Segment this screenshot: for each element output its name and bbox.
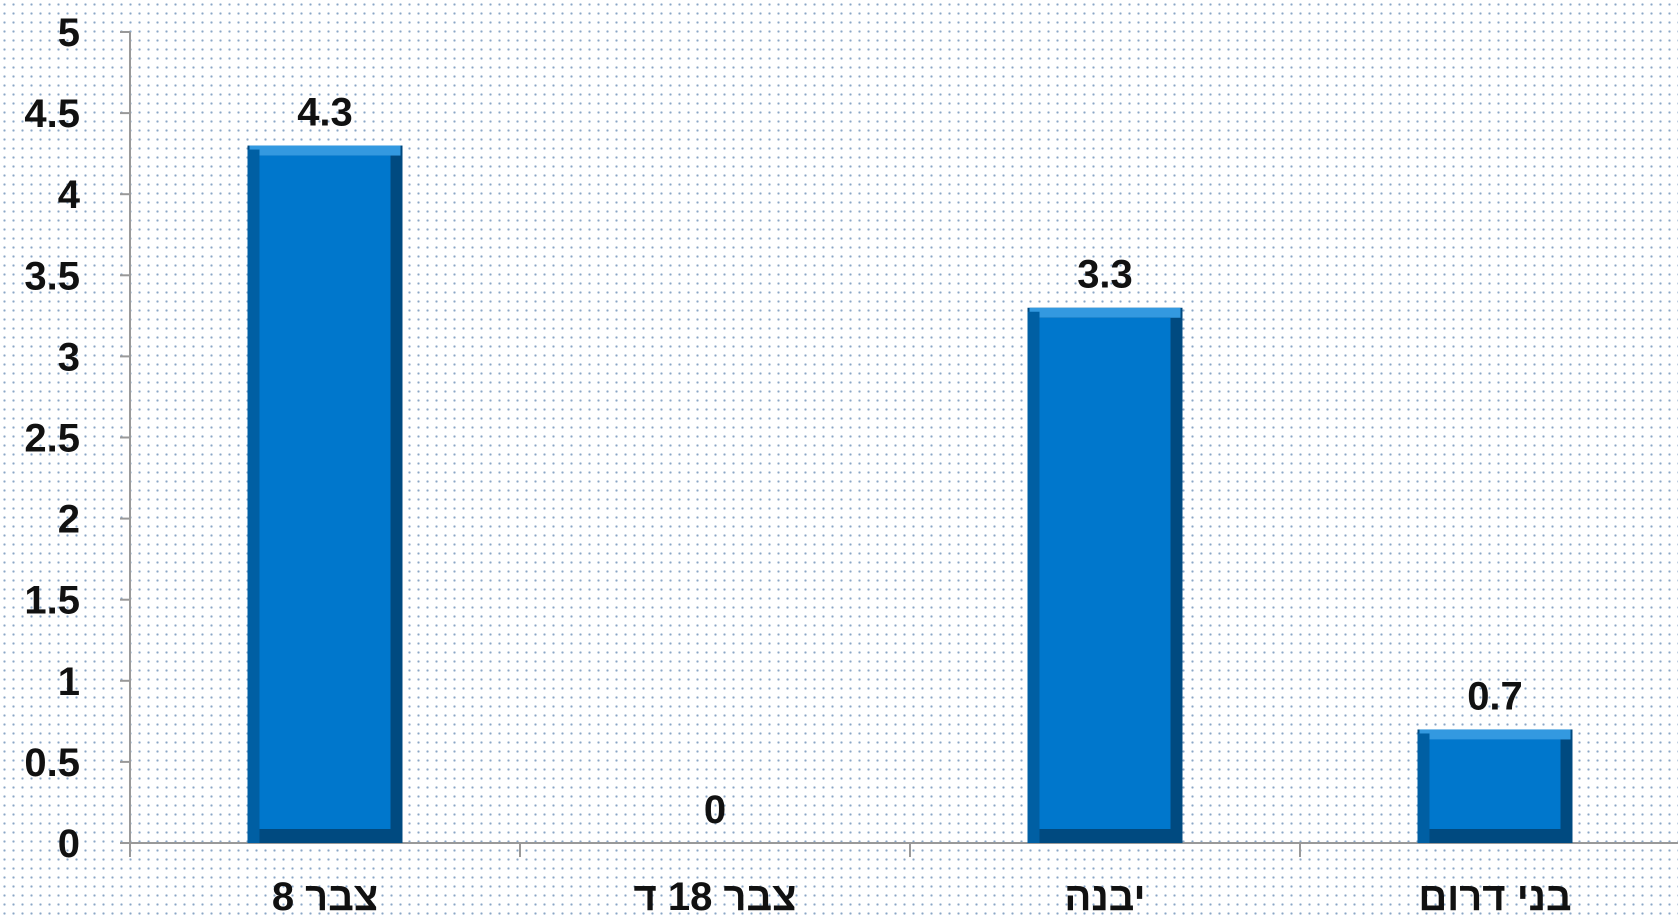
y-tick-label: 0.5	[24, 741, 80, 785]
data-labels: 4.3 0 3.3 0.7	[297, 91, 1523, 832]
y-tick-label: 0	[58, 822, 80, 866]
bar	[247, 145, 403, 844]
y-tick-label: 2	[58, 498, 80, 542]
data-label: 4.3	[297, 91, 353, 135]
y-tick-label: 4	[58, 173, 81, 217]
bar	[1417, 729, 1573, 843]
y-tick-label: 3	[58, 335, 80, 379]
bar-left-bevel	[1027, 311, 1040, 843]
y-tick-label: 1.5	[24, 579, 80, 623]
x-tick-label: יבנה	[1064, 875, 1145, 914]
x-axis: צבר 8 צבר 18 ד יבנה בני דרום	[129, 842, 1678, 919]
bar-top-bevel	[1029, 307, 1181, 318]
x-tick-label: בני דרום	[1418, 875, 1571, 914]
bar-face	[1429, 739, 1561, 829]
y-tick-label: 3.5	[24, 254, 80, 298]
y-tick-label: 1	[58, 660, 80, 704]
bar-left-bevel	[247, 149, 260, 844]
bars	[247, 145, 1573, 844]
x-tick-label: צבר 18 ד	[633, 875, 796, 914]
data-label: 3.3	[1077, 253, 1133, 297]
bar-face	[259, 155, 391, 830]
bar-left-bevel	[1417, 733, 1430, 843]
bar-face	[1039, 317, 1171, 829]
bar	[1027, 307, 1183, 843]
x-tick-label: צבר 8	[272, 875, 378, 914]
y-axis: 0 0.5 1 1.5 2 2.5 3 3.5 4 4.5 5	[24, 11, 131, 866]
data-label: 0	[704, 788, 726, 832]
y-tick-label: 2.5	[24, 417, 80, 461]
bar-top-bevel	[1419, 729, 1571, 740]
y-tick-label: 4.5	[24, 92, 80, 136]
y-tick-label: 5	[58, 11, 80, 55]
data-label: 0.7	[1467, 674, 1523, 718]
bar-top-bevel	[249, 145, 401, 156]
